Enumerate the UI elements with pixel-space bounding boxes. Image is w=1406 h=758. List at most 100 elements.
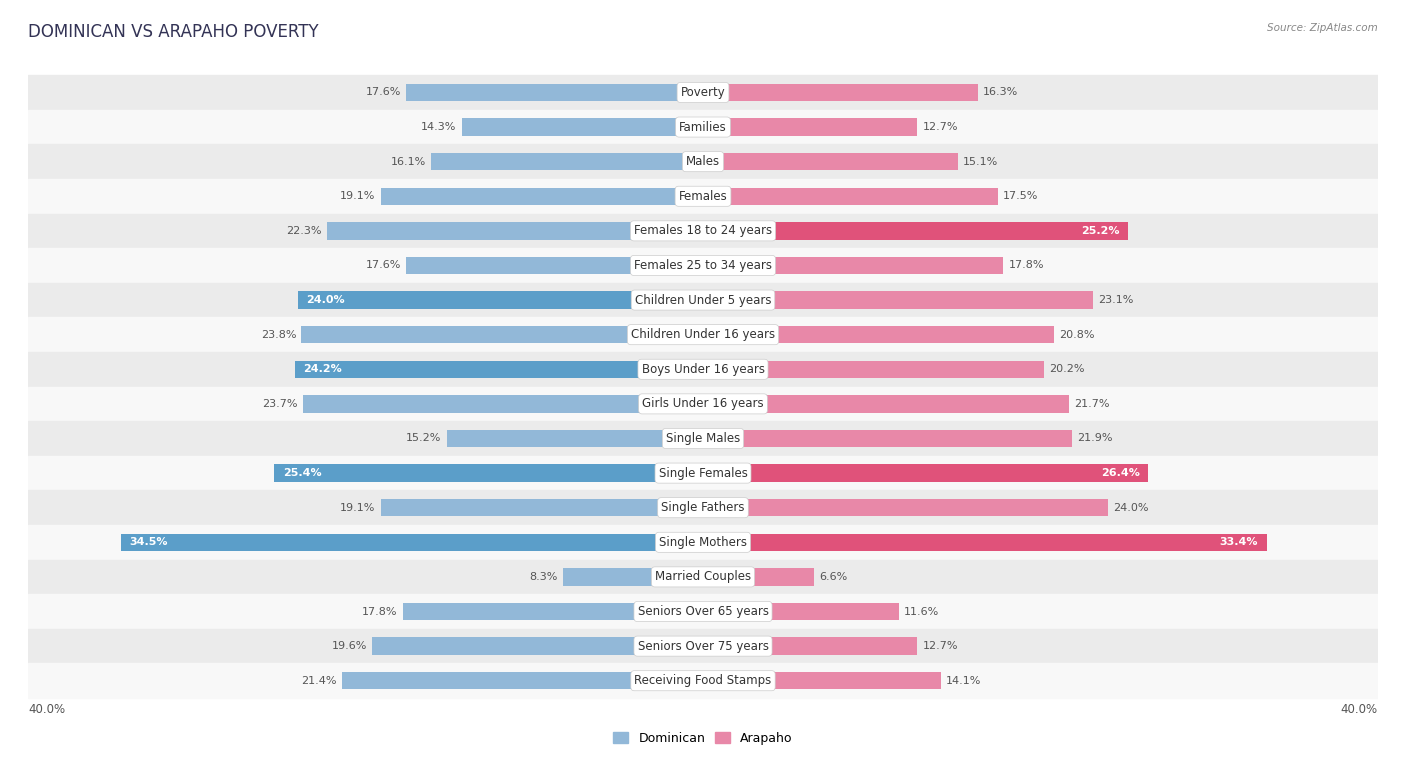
Text: 16.3%: 16.3% [983, 87, 1018, 98]
Text: 15.1%: 15.1% [963, 157, 998, 167]
Text: 19.1%: 19.1% [340, 503, 375, 512]
Bar [703, 672, 941, 689]
Text: 19.6%: 19.6% [332, 641, 367, 651]
Text: 22.3%: 22.3% [287, 226, 322, 236]
Bar [703, 430, 1073, 447]
Text: Families: Families [679, 121, 727, 133]
Text: 12.7%: 12.7% [922, 122, 957, 132]
Text: 17.8%: 17.8% [363, 606, 398, 616]
Bar [28, 559, 1378, 594]
Bar [298, 291, 703, 309]
Text: Males: Males [686, 155, 720, 168]
Text: Children Under 5 years: Children Under 5 years [634, 293, 772, 306]
Bar [703, 499, 1108, 516]
Text: 24.0%: 24.0% [1114, 503, 1149, 512]
Text: Boys Under 16 years: Boys Under 16 years [641, 363, 765, 376]
Text: 8.3%: 8.3% [530, 572, 558, 582]
Text: 40.0%: 40.0% [28, 703, 65, 716]
Text: 23.1%: 23.1% [1098, 295, 1133, 305]
Bar [28, 75, 1378, 110]
Text: 17.8%: 17.8% [1008, 261, 1043, 271]
Text: Poverty: Poverty [681, 86, 725, 99]
Text: 11.6%: 11.6% [904, 606, 939, 616]
Bar [381, 499, 703, 516]
Bar [295, 361, 703, 378]
Text: 26.4%: 26.4% [1101, 468, 1140, 478]
Bar [28, 421, 1378, 456]
Text: 6.6%: 6.6% [820, 572, 848, 582]
Text: Females: Females [679, 190, 727, 202]
Bar [703, 84, 979, 101]
Bar [28, 663, 1378, 698]
Text: 40.0%: 40.0% [1341, 703, 1378, 716]
Text: Receiving Food Stamps: Receiving Food Stamps [634, 674, 772, 688]
Bar [28, 179, 1378, 214]
Bar [381, 187, 703, 205]
Bar [301, 326, 703, 343]
Text: 23.8%: 23.8% [262, 330, 297, 340]
Text: 34.5%: 34.5% [129, 537, 167, 547]
Text: 21.9%: 21.9% [1077, 434, 1114, 443]
Text: Married Couples: Married Couples [655, 571, 751, 584]
Bar [28, 318, 1378, 352]
Bar [703, 534, 1267, 551]
Bar [28, 144, 1378, 179]
Bar [28, 525, 1378, 559]
Bar [373, 637, 703, 655]
Text: 17.6%: 17.6% [366, 261, 401, 271]
Bar [28, 214, 1378, 248]
Text: DOMINICAN VS ARAPAHO POVERTY: DOMINICAN VS ARAPAHO POVERTY [28, 23, 319, 41]
Text: 16.1%: 16.1% [391, 157, 426, 167]
Bar [703, 118, 917, 136]
Text: Single Females: Single Females [658, 467, 748, 480]
Text: 20.8%: 20.8% [1059, 330, 1094, 340]
Text: Seniors Over 75 years: Seniors Over 75 years [637, 640, 769, 653]
Bar [432, 153, 703, 171]
Text: Females 18 to 24 years: Females 18 to 24 years [634, 224, 772, 237]
Text: 23.7%: 23.7% [263, 399, 298, 409]
Bar [703, 637, 917, 655]
Bar [28, 490, 1378, 525]
Bar [28, 352, 1378, 387]
Text: 15.2%: 15.2% [406, 434, 441, 443]
Bar [703, 395, 1069, 412]
Bar [28, 456, 1378, 490]
Text: 17.6%: 17.6% [366, 87, 401, 98]
Bar [28, 629, 1378, 663]
Bar [28, 594, 1378, 629]
Text: 21.4%: 21.4% [301, 675, 337, 686]
Bar [703, 603, 898, 620]
Text: 24.2%: 24.2% [304, 365, 342, 374]
Text: Girls Under 16 years: Girls Under 16 years [643, 397, 763, 410]
Bar [703, 361, 1043, 378]
Text: 25.2%: 25.2% [1081, 226, 1119, 236]
Bar [703, 222, 1128, 240]
Text: Females 25 to 34 years: Females 25 to 34 years [634, 259, 772, 272]
Bar [461, 118, 703, 136]
Bar [28, 387, 1378, 421]
Text: Single Fathers: Single Fathers [661, 501, 745, 514]
Text: 25.4%: 25.4% [283, 468, 322, 478]
Bar [703, 257, 1004, 274]
Bar [562, 568, 703, 585]
Text: Children Under 16 years: Children Under 16 years [631, 328, 775, 341]
Bar [406, 257, 703, 274]
Bar [274, 465, 703, 482]
Text: 20.2%: 20.2% [1049, 365, 1084, 374]
Bar [703, 291, 1092, 309]
Bar [121, 534, 703, 551]
Bar [28, 248, 1378, 283]
Bar [28, 110, 1378, 144]
Bar [447, 430, 703, 447]
Text: 33.4%: 33.4% [1219, 537, 1258, 547]
Bar [28, 283, 1378, 318]
Bar [703, 326, 1054, 343]
Text: 21.7%: 21.7% [1074, 399, 1109, 409]
Text: 12.7%: 12.7% [922, 641, 957, 651]
Bar [703, 153, 957, 171]
Text: Single Males: Single Males [666, 432, 740, 445]
Text: 24.0%: 24.0% [307, 295, 344, 305]
Bar [406, 84, 703, 101]
Bar [304, 395, 703, 412]
Legend: Dominican, Arapaho: Dominican, Arapaho [609, 727, 797, 750]
